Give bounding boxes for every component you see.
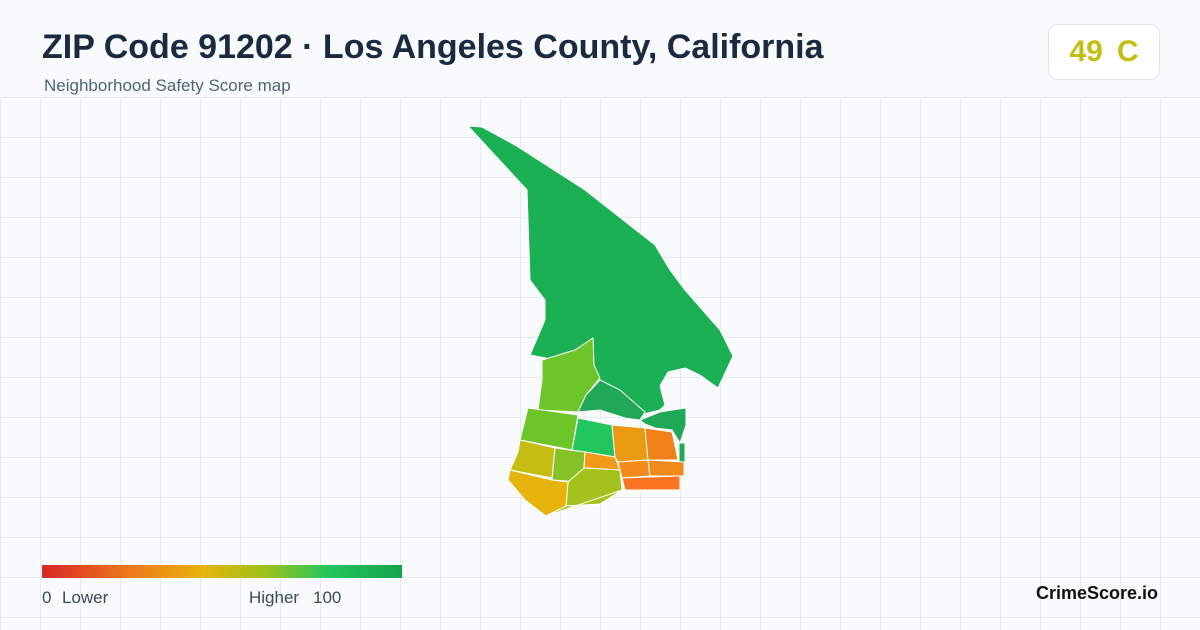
subtitle: Neighborhood Safety Score map xyxy=(44,76,291,95)
brand: CrimeScore.io xyxy=(1036,583,1159,603)
region xyxy=(577,379,646,421)
region xyxy=(611,424,649,463)
region xyxy=(545,489,623,517)
region xyxy=(678,442,686,463)
region xyxy=(647,459,685,477)
region xyxy=(621,475,681,491)
region xyxy=(466,125,734,416)
score-grade: C xyxy=(1116,35,1139,68)
legend-gradient xyxy=(42,565,402,578)
region xyxy=(509,439,556,479)
score-value: 49 xyxy=(1069,35,1103,68)
legend-min-label: Lower xyxy=(62,588,109,607)
region xyxy=(537,337,601,413)
legend-max-label: Higher xyxy=(249,588,300,607)
region xyxy=(617,459,651,479)
region xyxy=(644,427,679,461)
score-badge: 49 C xyxy=(1048,24,1160,80)
title: ZIP Code 91202 · Los Angeles County, Cal… xyxy=(42,28,824,66)
legend-max: 100 xyxy=(313,588,342,607)
legend-min: 0 xyxy=(42,588,52,607)
region xyxy=(639,407,687,445)
